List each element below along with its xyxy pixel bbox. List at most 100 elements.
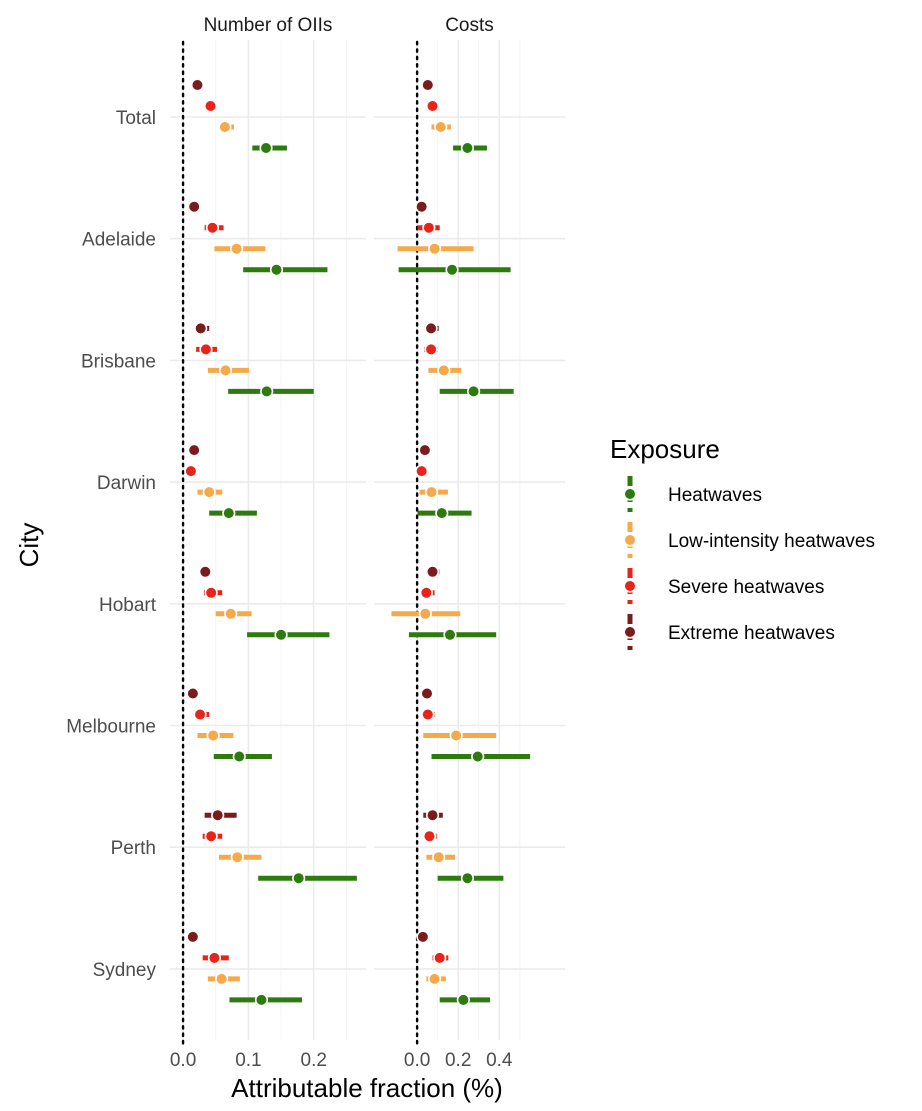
point-estimate xyxy=(204,586,218,600)
point-estimate xyxy=(421,78,435,92)
legend-label: Severe heatwaves xyxy=(668,577,824,598)
point-estimate xyxy=(432,850,446,864)
legend-item: Low-intensity heatwaves xyxy=(623,522,875,558)
legend-title: Exposure xyxy=(610,434,720,464)
point-estimate xyxy=(434,120,448,134)
point-estimate xyxy=(449,728,463,743)
y-tick-label: Melbourne xyxy=(66,717,156,738)
y-tick-label: Sydney xyxy=(93,960,157,981)
x-tick-label: 0.0 xyxy=(404,1050,430,1071)
x-axis-title: Attributable fraction (%) xyxy=(231,1073,503,1103)
point-estimate xyxy=(207,951,222,965)
point-estimate xyxy=(425,565,440,579)
point-estimate xyxy=(203,99,218,113)
point-estimate xyxy=(202,485,216,499)
y-tick-label: Perth xyxy=(111,838,156,859)
point-estimate xyxy=(421,707,435,722)
point-estimate xyxy=(419,586,433,600)
point-estimate xyxy=(425,808,440,822)
x-tick-label: 0.2 xyxy=(301,1050,327,1071)
y-axis-title: City xyxy=(14,523,44,568)
y-tick-label: Darwin xyxy=(97,473,156,494)
point-estimate xyxy=(204,829,218,843)
point-estimate xyxy=(420,686,434,701)
point-estimate xyxy=(230,850,244,864)
x-tick-label: 0.4 xyxy=(486,1050,513,1071)
point-estimate xyxy=(424,321,438,336)
legend-label: Extreme heatwaves xyxy=(668,623,835,644)
legend-key-point xyxy=(623,625,637,639)
point-estimate xyxy=(422,221,436,235)
point-estimate xyxy=(415,464,429,478)
point-estimate xyxy=(186,930,200,944)
point-estimate xyxy=(187,200,201,214)
point-estimate xyxy=(224,607,238,621)
legend-label: Low-intensity heatwaves xyxy=(668,531,875,552)
point-estimate xyxy=(218,363,233,378)
point-estimate xyxy=(218,120,232,134)
x-tick-label: 0.0 xyxy=(170,1050,196,1071)
point-estimate xyxy=(425,99,440,113)
point-estimate xyxy=(437,363,451,378)
point-estimate xyxy=(232,749,246,764)
panel-number-of-oiis: Number of OIIs 0.0 0.1 0.2 xyxy=(170,15,366,1071)
point-estimate xyxy=(424,485,439,499)
legend-item: Heatwaves xyxy=(623,476,762,512)
point-estimate xyxy=(443,628,457,642)
point-estimate xyxy=(215,972,229,986)
legend-item: Severe heatwaves xyxy=(623,568,824,604)
point-estimate xyxy=(433,951,447,965)
point-estimate xyxy=(422,829,437,843)
x-tick-label: 0.2 xyxy=(445,1050,471,1071)
legend-label: Heatwaves xyxy=(668,485,762,506)
y-tick-label: Hobart xyxy=(99,595,157,616)
point-estimate xyxy=(274,628,288,642)
plot-panels: Number of OIIs 0.0 0.1 0.2 Costs 0.0 0.2 0.4 xyxy=(170,15,565,1071)
point-estimate xyxy=(418,607,432,621)
point-estimate xyxy=(269,263,284,277)
point-estimate xyxy=(184,464,198,478)
legend-key-point xyxy=(623,579,637,593)
legend-key-point xyxy=(623,487,637,501)
point-estimate xyxy=(471,749,485,764)
city-axis-labels: Total Adelaide Brisbane Darwin Hobart Melbour… xyxy=(66,108,156,981)
point-estimate xyxy=(186,686,200,701)
panel-costs: Costs 0.0 0.2 0.4 xyxy=(374,15,565,1071)
legend-items: Heatwaves Low-intensity heatwaves Severe h… xyxy=(623,476,875,650)
point-estimate xyxy=(190,78,205,92)
point-estimate xyxy=(259,141,273,155)
point-estimate xyxy=(427,972,442,986)
point-estimate xyxy=(230,242,244,256)
point-estimate xyxy=(445,263,459,277)
point-estimate xyxy=(456,993,470,1007)
y-tick-label: Brisbane xyxy=(81,351,156,372)
point-estimate xyxy=(194,321,208,336)
point-estimate xyxy=(206,728,220,743)
legend-item: Extreme heatwaves xyxy=(623,614,835,650)
panel-title: Costs xyxy=(445,15,494,36)
point-estimate xyxy=(211,808,225,822)
point-estimate xyxy=(254,993,269,1007)
point-estimate xyxy=(427,242,442,256)
point-estimate xyxy=(198,565,212,579)
point-estimate xyxy=(460,141,475,155)
point-estimate xyxy=(199,342,213,357)
point-estimate xyxy=(418,443,432,457)
point-estimate xyxy=(467,384,481,399)
panel-title: Number of OIIs xyxy=(204,15,333,36)
point-estimate xyxy=(424,342,438,357)
point-estimate xyxy=(460,871,475,885)
x-tick-label: 0.1 xyxy=(235,1050,261,1071)
point-estimate xyxy=(193,707,207,722)
point-estimate xyxy=(435,506,449,520)
y-tick-label: Adelaide xyxy=(82,230,156,251)
point-estimate xyxy=(205,221,220,235)
legend-key-point xyxy=(623,533,637,547)
y-tick-label: Total xyxy=(116,108,156,129)
point-estimate xyxy=(292,871,306,885)
point-estimate xyxy=(416,930,430,944)
point-estimate xyxy=(260,384,274,399)
point-estimate xyxy=(415,200,429,214)
point-estimate xyxy=(222,506,236,520)
